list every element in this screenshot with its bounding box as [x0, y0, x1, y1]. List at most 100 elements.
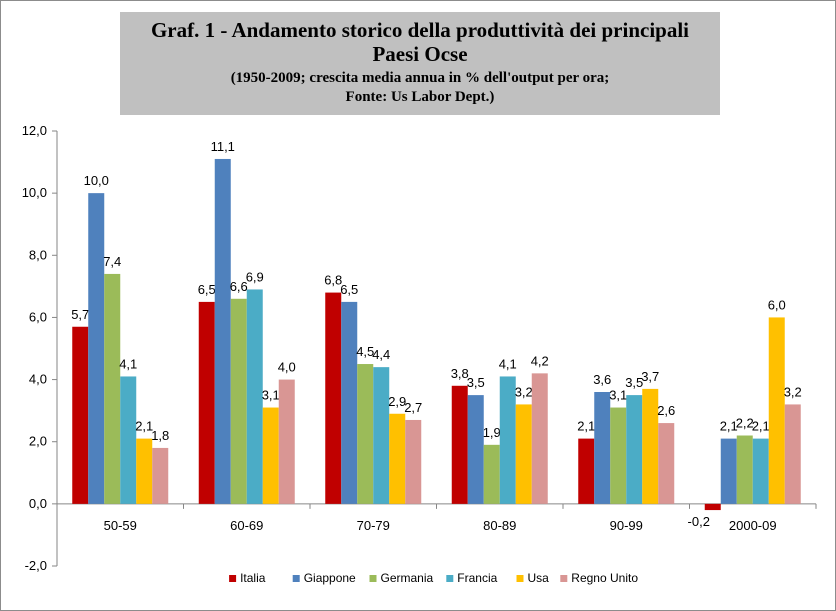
bar: [483, 444, 500, 504]
data-label: 3,7: [641, 369, 659, 384]
legend-label: Regno Unito: [571, 571, 638, 585]
data-label: 4,5: [356, 344, 374, 359]
legend-label: Germania: [381, 571, 434, 585]
bar: [72, 326, 89, 504]
bar: [262, 407, 279, 504]
data-label: 6,6: [230, 279, 248, 294]
bar: [531, 373, 548, 504]
y-tick-label: 8,0: [29, 247, 47, 262]
x-tick-label: 80-89: [483, 518, 516, 533]
data-label: 6,9: [246, 269, 264, 284]
bar: [152, 447, 169, 504]
data-label: 3,6: [593, 372, 611, 387]
bar: [230, 298, 247, 504]
data-label: 3,5: [625, 375, 643, 390]
y-tick-label: 0,0: [29, 496, 47, 511]
y-tick-label: 12,0: [22, 123, 47, 138]
bar: [357, 364, 374, 504]
x-tick-label: 50-59: [104, 518, 137, 533]
data-label: 2,1: [135, 419, 153, 434]
data-label: 3,5: [467, 375, 485, 390]
data-label: 4,1: [119, 356, 137, 371]
legend-swatch: [446, 575, 454, 582]
y-tick-label: 2,0: [29, 434, 47, 449]
chart-title: Graf. 1 - Andamento storico della produt…: [150, 18, 690, 66]
data-label: 6,8: [324, 273, 342, 288]
data-label: 6,5: [340, 282, 358, 297]
data-label: 2,1: [752, 419, 770, 434]
bar: [136, 438, 153, 504]
y-tick-label: 4,0: [29, 372, 47, 387]
chart-title-box: Graf. 1 - Andamento storico della produt…: [120, 12, 720, 115]
bar: [736, 435, 753, 504]
legend-swatch: [516, 575, 524, 582]
bar: [405, 419, 422, 504]
bar: [704, 503, 721, 511]
bar: [120, 376, 137, 504]
bar: [578, 438, 595, 504]
data-label: 1,8: [151, 428, 169, 443]
bar: [720, 438, 737, 504]
data-label: 4,1: [499, 356, 517, 371]
bar: [467, 395, 484, 504]
bar: [246, 289, 263, 504]
bar: [768, 317, 785, 504]
legend-label: Usa: [528, 571, 550, 585]
legend-label: Italia: [240, 571, 266, 585]
data-label: 6,0: [768, 297, 786, 312]
data-label: 4,4: [372, 347, 390, 362]
data-label: 2,9: [388, 394, 406, 409]
legend-swatch: [229, 575, 237, 582]
data-label: 5,7: [71, 307, 89, 322]
data-label: 4,0: [278, 360, 296, 375]
bar: [515, 404, 532, 504]
legend-swatch: [369, 575, 377, 582]
x-tick-label: 90-99: [610, 518, 643, 533]
data-label: 10,0: [84, 173, 109, 188]
bar: [610, 407, 627, 504]
x-tick-label: 2000-09: [729, 518, 777, 533]
bar: [752, 438, 769, 504]
y-tick-label: -2,0: [25, 558, 47, 573]
data-label: 2,6: [657, 403, 675, 418]
data-label: 3,2: [784, 384, 802, 399]
bar: [499, 376, 516, 504]
data-label: 3,1: [262, 388, 280, 403]
chart-subtitle-line-1: (1950-2009; crescita media annua in % de…: [230, 70, 610, 86]
legend-label: Francia: [457, 571, 497, 585]
legend-swatch: [560, 575, 568, 582]
y-tick-label: 6,0: [29, 309, 47, 324]
data-label: 2,2: [736, 416, 754, 431]
data-label: 11,1: [211, 139, 235, 154]
bar: [88, 193, 105, 504]
data-label: 3,1: [609, 388, 627, 403]
legend-label: Giappone: [304, 571, 356, 585]
bar: [373, 367, 390, 504]
data-label: 2,1: [720, 419, 738, 434]
bar: [642, 388, 659, 504]
data-label: 7,4: [103, 254, 121, 269]
y-tick-label: 10,0: [22, 185, 47, 200]
data-label: 6,5: [198, 282, 216, 297]
data-label: 1,9: [483, 425, 501, 440]
bar: [198, 301, 215, 504]
x-tick-label: 60-69: [230, 518, 263, 533]
data-label: 2,1: [577, 419, 595, 434]
data-label: 2,7: [404, 400, 422, 415]
bar: [341, 301, 358, 504]
bar: [626, 395, 643, 504]
bar: [451, 385, 468, 504]
data-label: 3,8: [451, 366, 469, 381]
bar: [278, 379, 295, 504]
bar: [325, 292, 342, 504]
data-label: 3,2: [515, 384, 533, 399]
bar: [389, 413, 406, 504]
bar: [214, 158, 231, 504]
data-label: -0,2: [688, 514, 710, 529]
legend-swatch: [292, 575, 300, 582]
bar: [784, 404, 801, 504]
chart-subtitle-line-2: Fonte: Us Labor Dept.): [345, 89, 495, 105]
data-label: 4,2: [531, 353, 549, 368]
